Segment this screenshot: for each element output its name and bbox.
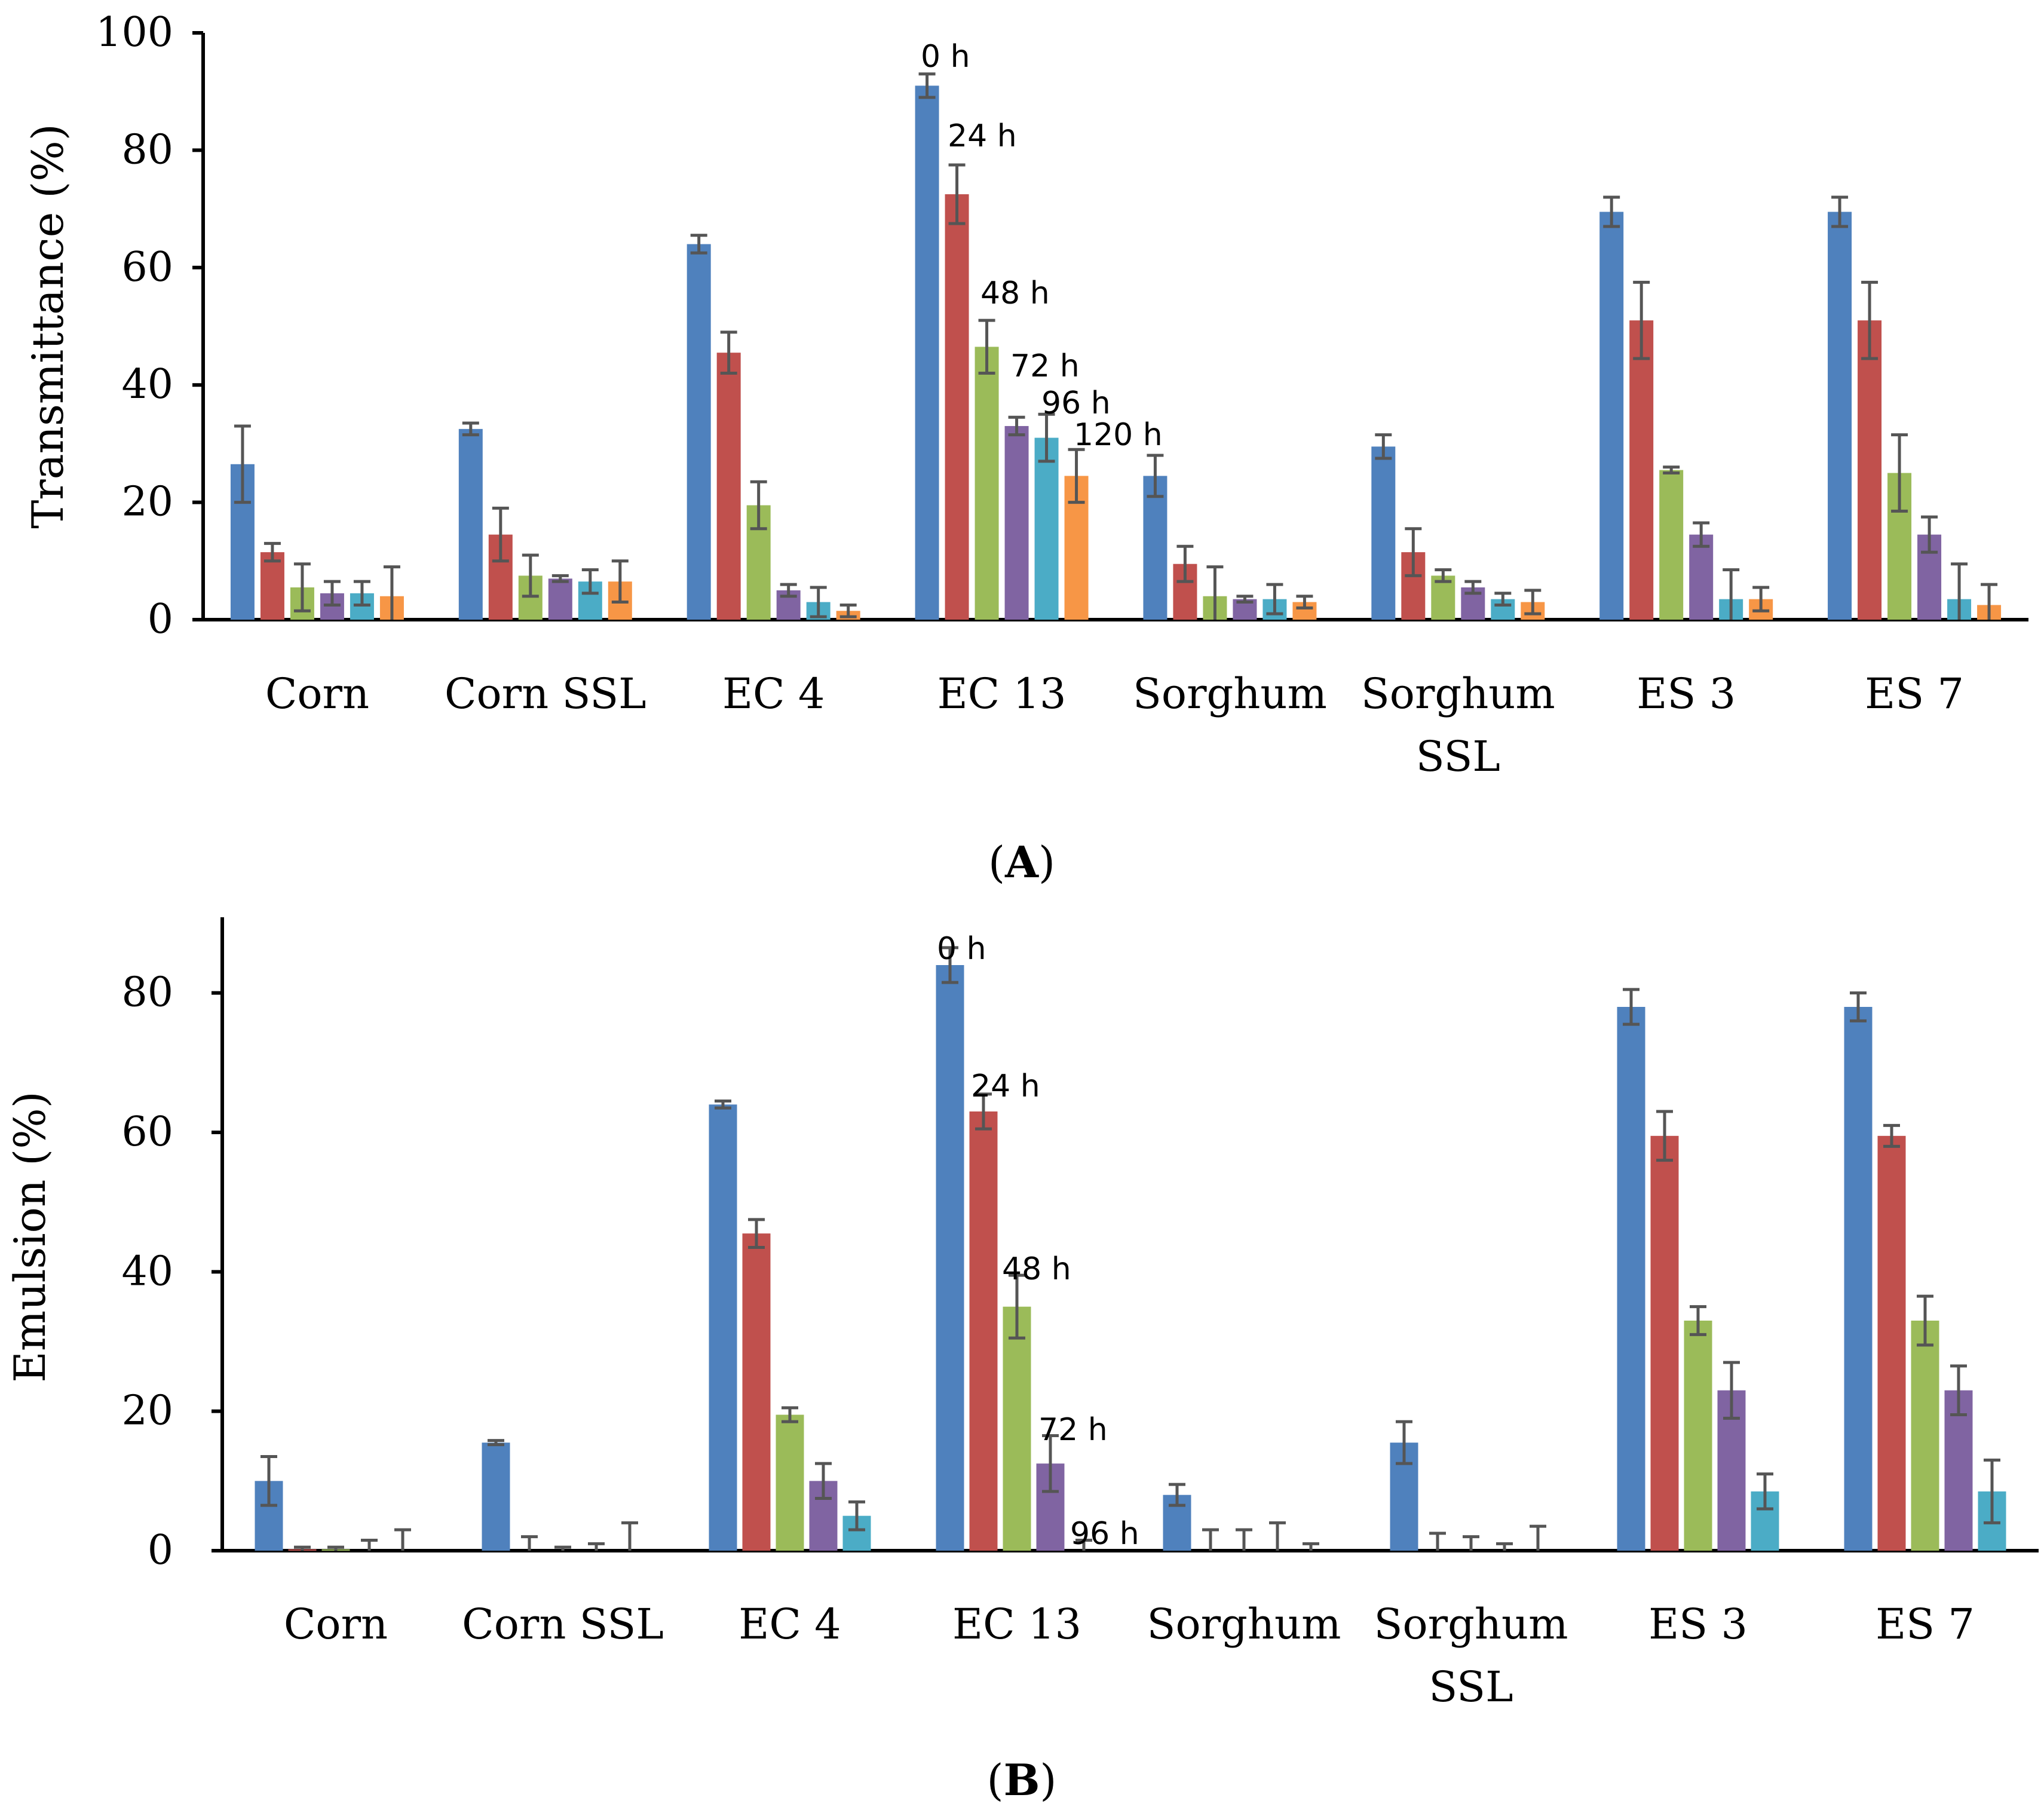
y-tick-label: 0 xyxy=(148,596,173,643)
panel-label-b: (B) xyxy=(986,1754,1056,1805)
y-tick-label: 0 xyxy=(148,1527,173,1574)
bar-ec-13-48-h xyxy=(974,347,999,620)
category-label-ec-4: EC 4 xyxy=(722,669,825,718)
y-tick-label: 60 xyxy=(121,1108,173,1156)
category-label-es-3: ES 3 xyxy=(1648,1600,1748,1649)
bar-es-7-0-h xyxy=(1828,212,1852,620)
chart-transmittance: 0 20 40 60 80 100 Transmittance (%) Corn Corn SS… xyxy=(23,9,2028,781)
bar-es-3-24-h xyxy=(1650,1135,1679,1551)
y-tick-label: 20 xyxy=(121,479,173,526)
bar-ec-13-48-h xyxy=(1003,1306,1031,1551)
category-label-sorghum: Sorghum xyxy=(1133,669,1327,718)
annotation-0-h: 0 h xyxy=(921,39,970,75)
bar-es-3-0-h xyxy=(1599,212,1624,620)
bar-corn-ssl-0-h xyxy=(458,428,483,620)
annotation-72-h: 72 h xyxy=(1038,1412,1108,1448)
bar-ec-13-24-h xyxy=(945,194,969,620)
annotation-24-h: 24 h xyxy=(971,1068,1040,1104)
panel-label-a: (A) xyxy=(988,837,1055,887)
bar-es-7-24-h xyxy=(1858,320,1882,620)
y-tick-label: 80 xyxy=(121,126,173,173)
category-label-corn-ssl: Corn SSL xyxy=(445,669,646,718)
annotation-72-h: 72 h xyxy=(1010,348,1080,384)
category-label-ec-13: EC 13 xyxy=(937,669,1067,718)
category-label-sorghum-ssl: Sorghum xyxy=(1361,669,1555,718)
annotation-120-h: 120 h xyxy=(1074,417,1163,453)
y-tick-label: 20 xyxy=(121,1388,173,1435)
bar-es-7-72-h xyxy=(1944,1390,1973,1551)
bar-ec-13-72-h xyxy=(1004,425,1029,620)
bar-corn-24-h xyxy=(260,552,284,620)
bar-sorghum-ssl-0-h xyxy=(1371,446,1396,620)
category-label-es-7: ES 7 xyxy=(1876,1600,1975,1649)
category-label-corn: Corn xyxy=(265,669,369,718)
category-label-sorghum: Sorghum xyxy=(1147,1600,1341,1649)
bar-es-3-0-h xyxy=(1617,1007,1645,1551)
y-axis-title: Emulsion (%) xyxy=(5,1091,55,1382)
y-tick-label: 60 xyxy=(121,244,173,291)
bar-corn-ssl-0-h xyxy=(482,1443,510,1551)
y-axis-title: Transmittance (%) xyxy=(23,124,73,529)
annotation-48-h: 48 h xyxy=(980,275,1050,311)
bar-ec-13-96-h xyxy=(1034,437,1059,620)
y-tick-label: 100 xyxy=(96,9,173,56)
bar-es-7-48-h xyxy=(1911,1321,1939,1551)
bar-es-3-24-h xyxy=(1629,320,1654,620)
annotation-24-h: 24 h xyxy=(948,118,1017,154)
bar-ec-13-0-h xyxy=(915,85,939,620)
category-label-ec-4: EC 4 xyxy=(738,1600,841,1649)
bar-ec-13-0-h xyxy=(936,965,964,1551)
category-label-corn: Corn xyxy=(284,1600,388,1649)
bar-ec-4-0-h xyxy=(709,1104,737,1551)
category-label-corn-ssl: Corn SSL xyxy=(462,1600,664,1649)
category-label-sorghum-ssl: Sorghum xyxy=(1374,1600,1568,1649)
annotation-96-h: 96 h xyxy=(1041,385,1111,421)
bar-ec-4-24-h xyxy=(716,353,741,620)
category-label-ec-13: EC 13 xyxy=(952,1600,1081,1649)
bar-es-3-48-h xyxy=(1684,1321,1712,1551)
y-tick-label: 40 xyxy=(121,361,173,408)
bar-es-7-24-h xyxy=(1877,1135,1906,1551)
y-tick-label: 80 xyxy=(121,969,173,1016)
bar-es-7-0-h xyxy=(1844,1007,1873,1551)
bar-sorghum-0-h xyxy=(1143,476,1167,620)
bar-ec-4-48-h xyxy=(776,1414,804,1551)
chart-emulsion: 0 20 40 60 80 Emulsion (%) Corn Corn SSL EC 4 EC … xyxy=(5,917,2039,1711)
category-label-sorghum-ssl: SSL xyxy=(1429,1662,1513,1711)
annotation-0-h: 0 h xyxy=(937,931,986,967)
y-tick-label: 40 xyxy=(121,1248,173,1295)
annotation-48-h: 48 h xyxy=(1002,1251,1071,1287)
bar-ec-4-0-h xyxy=(687,244,711,620)
bar-corn-ssl-72-h xyxy=(548,578,572,620)
bar-es-3-72-h xyxy=(1689,534,1714,620)
bar-ec-4-24-h xyxy=(742,1233,771,1551)
annotation-96-h: 96 h xyxy=(1070,1516,1139,1552)
bar-ec-13-24-h xyxy=(969,1111,998,1551)
category-label-es-3: ES 3 xyxy=(1637,669,1736,718)
bar-es-3-48-h xyxy=(1659,470,1684,620)
category-label-sorghum-ssl: SSL xyxy=(1416,732,1500,781)
category-label-es-7: ES 7 xyxy=(1865,669,1964,718)
